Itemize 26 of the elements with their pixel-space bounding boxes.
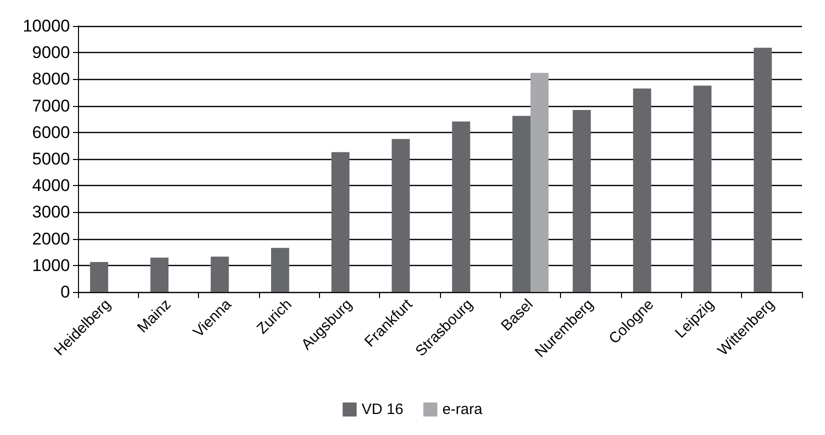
legend-label: e-rara bbox=[442, 401, 484, 418]
bar bbox=[210, 256, 229, 292]
bar bbox=[452, 121, 470, 292]
y-tick-label: 2000 bbox=[32, 229, 70, 248]
bar bbox=[90, 262, 108, 292]
y-tick-label: 8000 bbox=[32, 70, 70, 89]
bar bbox=[150, 258, 168, 292]
y-tick-label: 5000 bbox=[32, 150, 70, 168]
y-tick-label: 1000 bbox=[32, 256, 70, 275]
bar bbox=[572, 110, 591, 292]
y-tick-label: 6000 bbox=[32, 122, 70, 142]
y-tick-label: 4000 bbox=[32, 176, 70, 196]
bar bbox=[754, 48, 772, 292]
bar bbox=[331, 152, 350, 292]
legend-label: VD 16 bbox=[362, 401, 404, 418]
y-tick-label: 7000 bbox=[32, 96, 70, 116]
bar bbox=[530, 72, 549, 292]
bar bbox=[633, 88, 652, 292]
y-tick-label: 0 bbox=[60, 282, 70, 302]
bar bbox=[512, 116, 530, 292]
y-tick-label: 10000 bbox=[22, 16, 70, 36]
y-tick-label: 3000 bbox=[32, 202, 70, 222]
bar bbox=[693, 86, 712, 292]
bar bbox=[271, 248, 290, 292]
bar bbox=[392, 139, 410, 292]
y-tick-label: 9000 bbox=[32, 43, 70, 62]
